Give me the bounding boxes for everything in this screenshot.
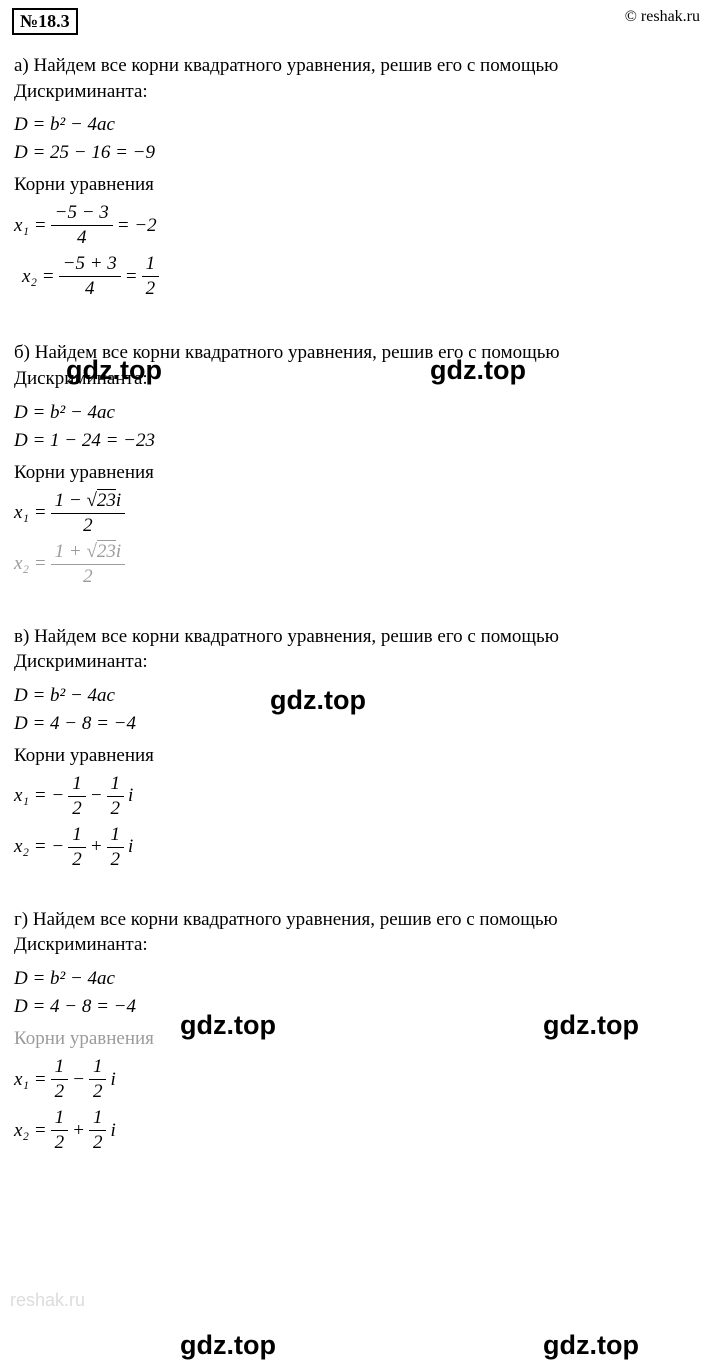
x2-num-a: −5 + 3 xyxy=(59,253,121,277)
x1-rhs-a: = −2 xyxy=(117,215,157,237)
section-a: а) Найдем все корни квадратного уравнени… xyxy=(14,53,698,300)
x2-mid-d: + xyxy=(72,1120,85,1142)
x1-lhs-a: x₁ = xyxy=(14,215,47,237)
x2-rhs-num-a: 1 xyxy=(142,253,160,277)
letter-c: в) xyxy=(14,626,29,647)
d-formula-d: D = b² − 4ac xyxy=(14,968,698,990)
watermark: gdz.top xyxy=(180,1010,276,1041)
d-formula-b: D = b² − 4ac xyxy=(14,402,698,424)
x2-mid-c: + xyxy=(90,836,103,858)
letter-a: а) xyxy=(14,55,29,76)
x1-mid-c: − xyxy=(90,785,103,807)
x2-post-d: i xyxy=(110,1120,115,1142)
x2-b: x₂ = 1 + 23i 2 xyxy=(14,541,698,588)
x1-a: x₁ = −5 − 3 4 = −2 xyxy=(14,202,698,249)
intro-d-1: Найдем все корни квадратного уравнения, … xyxy=(33,909,558,930)
x2-lhs-c: x₂ = − xyxy=(14,836,64,858)
x2-num-b: 1 + 23i xyxy=(51,541,126,565)
x1-c: x₁ = − 12 − 12 i xyxy=(14,773,698,820)
copyright: © reshak.ru xyxy=(625,8,700,26)
x1-post-d: i xyxy=(110,1069,115,1091)
d-formula-a: D = b² − 4ac xyxy=(14,114,698,136)
x1-mid-d: − xyxy=(72,1069,85,1091)
x1-lhs-c: x₁ = − xyxy=(14,785,64,807)
x2-lhs-b: x₂ = xyxy=(14,553,47,575)
intro-d-2: Дискриминанта: xyxy=(14,934,148,955)
watermark: gdz.top xyxy=(543,1010,639,1041)
x2-den-b: 2 xyxy=(51,565,126,588)
x2-lhs-d: x₂ = xyxy=(14,1120,47,1142)
watermark: gdz.top xyxy=(430,355,526,386)
x1-den-b: 2 xyxy=(51,514,126,537)
intro-c-1: Найдем все корни квадратного уравнения, … xyxy=(34,626,559,647)
d-value-c: D = 4 − 8 = −4 xyxy=(14,713,698,735)
intro-c-2: Дискриминанта: xyxy=(14,651,148,672)
x2-den-a: 4 xyxy=(59,277,121,300)
section-c: в) Найдем все корни квадратного уравнени… xyxy=(14,624,698,871)
watermark: gdz.top xyxy=(180,1330,276,1361)
d-value-a: D = 25 − 16 = −9 xyxy=(14,142,698,164)
watermark: gdz.top xyxy=(270,685,366,716)
x2-rhs-den-a: 2 xyxy=(142,277,160,300)
x1-num-b: 1 − 23i xyxy=(51,490,126,514)
x2-c: x₂ = − 12 + 12 i xyxy=(14,824,698,871)
equals: = xyxy=(125,266,138,288)
watermark-light: reshak.ru xyxy=(10,1290,85,1311)
intro-a-1: Найдем все корни квадратного уравнения, … xyxy=(34,55,559,76)
x2-d: x₂ = 12 + 12 i xyxy=(14,1107,698,1154)
x1-den-a: 4 xyxy=(51,226,113,249)
x1-lhs-d: x₁ = xyxy=(14,1069,47,1091)
roots-label-c: Корни уравнения xyxy=(14,745,698,767)
roots-label-b: Корни уравнения xyxy=(14,462,698,484)
roots-label-a: Корни уравнения xyxy=(14,174,698,196)
x1-b: x₁ = 1 − 23i 2 xyxy=(14,490,698,537)
intro-a: а) Найдем все корни квадратного уравнени… xyxy=(14,53,698,104)
intro-d: г) Найдем все корни квадратного уравнени… xyxy=(14,907,698,958)
d-value-b: D = 1 − 24 = −23 xyxy=(14,430,698,452)
x1-post-c: i xyxy=(128,785,133,807)
x1-lhs-b: x₁ = xyxy=(14,502,47,524)
x1-num-a: −5 − 3 xyxy=(51,202,113,226)
watermark: gdz.top xyxy=(543,1330,639,1361)
watermark: gdz.top xyxy=(66,355,162,386)
problem-number: №18.3 xyxy=(12,8,78,35)
intro-c: в) Найдем все корни квадратного уравнени… xyxy=(14,624,698,675)
intro-a-2: Дискриминанта: xyxy=(14,81,148,102)
letter-b: б) xyxy=(14,342,30,363)
x2-lhs-a: x₂ = xyxy=(22,266,55,288)
x2-a: x₂ = −5 + 3 4 = 1 2 xyxy=(22,253,698,300)
letter-d: г) xyxy=(14,909,28,930)
x2-post-c: i xyxy=(128,836,133,858)
x1-d: x₁ = 12 − 12 i xyxy=(14,1056,698,1103)
